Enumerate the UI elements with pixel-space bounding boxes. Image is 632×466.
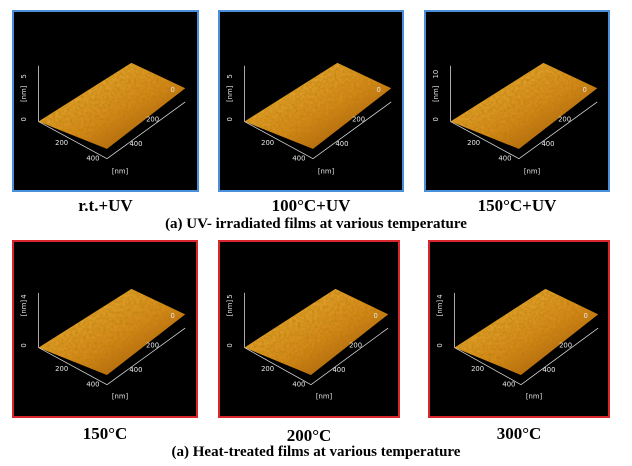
- panel-label-150c: 150°C: [82, 424, 128, 443]
- z-axis-label: [nm]: [226, 85, 234, 102]
- y-tick: 200: [349, 342, 362, 350]
- afm-panel-200c: [nm] 5 0 200 400 0 200 400 [nm]: [218, 240, 400, 418]
- caption-uv-row: (a) UV- irradiated films at various temp…: [165, 216, 467, 232]
- x-tick: 400: [292, 381, 305, 389]
- afm-panel-rt-uv: [nm] 5 0 200 400 0 200 400 [nm]: [12, 10, 199, 192]
- y-tick: 400: [129, 366, 142, 374]
- afm-surface-plot: [nm] 5 0 200 400 0 200 400 [nm]: [226, 62, 392, 175]
- afm-surface-texture: [450, 62, 598, 149]
- caption-heat-row: (a) Heat-treated films at various temper…: [171, 444, 461, 460]
- x-tick: 200: [261, 365, 274, 373]
- xy-unit-label: [nm]: [112, 167, 129, 175]
- z-tick: 4: [20, 294, 28, 298]
- afm-panel-150c-uv: [nm] 10 0 200 400 0 200 400 [nm]: [424, 10, 610, 192]
- y-tick: 200: [559, 342, 572, 350]
- afm-surface-plot: [nm] 4 0 200 400 0 200 400 [nm]: [436, 288, 599, 400]
- x-tick: 400: [292, 155, 305, 163]
- z-zero: 0: [226, 117, 234, 121]
- x-tick: 400: [86, 155, 99, 163]
- x-tick: 200: [471, 365, 484, 373]
- y-tick: 0: [584, 312, 588, 320]
- z-zero: 0: [436, 343, 444, 347]
- y-tick: 200: [558, 116, 571, 124]
- z-zero: 0: [20, 343, 28, 347]
- z-zero: 0: [20, 117, 28, 121]
- y-tick: 0: [170, 312, 174, 320]
- x-tick: 200: [261, 139, 274, 147]
- afm-panel-100c-uv: [nm] 5 0 200 400 0 200 400 [nm]: [218, 10, 404, 192]
- y-tick: 0: [171, 86, 175, 94]
- z-axis-label: [nm]: [436, 300, 444, 317]
- afm-surface-texture: [244, 62, 392, 149]
- afm-surface-texture: [454, 288, 599, 375]
- y-tick: 0: [377, 86, 381, 94]
- y-tick: 200: [146, 342, 159, 350]
- xy-unit-label: [nm]: [524, 167, 541, 175]
- z-axis-label: [nm]: [20, 300, 28, 317]
- x-tick: 200: [467, 139, 480, 147]
- y-tick: 200: [146, 116, 159, 124]
- z-tick: 4: [436, 294, 444, 298]
- xy-unit-label: [nm]: [316, 392, 333, 400]
- x-tick: 200: [55, 139, 68, 147]
- z-zero: 0: [226, 343, 234, 347]
- afm-panel-300c: [nm] 4 0 200 400 0 200 400 [nm]: [428, 240, 610, 418]
- y-tick: 400: [332, 366, 345, 374]
- afm-surface-plot: [nm] 10 0 200 400 0 200 400 [nm]: [432, 62, 598, 175]
- afm-surface-texture: [38, 288, 186, 375]
- y-tick: 200: [352, 116, 365, 124]
- panel-label-200c: 200°C: [286, 426, 332, 445]
- x-tick: 400: [502, 381, 515, 389]
- panel-label-150c-uv: 150°C+UV: [477, 196, 557, 215]
- afm-surface-texture: [38, 62, 186, 149]
- y-tick: 400: [129, 140, 142, 148]
- afm-surface-plot: [nm] 5 0 200 400 0 200 400 [nm]: [226, 288, 389, 400]
- y-tick: 400: [335, 140, 348, 148]
- afm-surface-texture: [244, 288, 389, 375]
- xy-unit-label: [nm]: [526, 392, 543, 400]
- z-tick: 5: [20, 74, 28, 78]
- x-tick: 200: [55, 365, 68, 373]
- panel-label-300c: 300°C: [496, 424, 542, 443]
- z-zero: 0: [432, 117, 440, 121]
- panel-label-rt-uv: r.t.+UV: [78, 196, 133, 215]
- x-tick: 400: [498, 155, 511, 163]
- y-tick: 0: [583, 86, 587, 94]
- z-tick: 10: [432, 70, 440, 79]
- y-tick: 400: [542, 366, 555, 374]
- z-axis-label: [nm]: [20, 85, 28, 102]
- z-tick: 5: [226, 74, 234, 78]
- z-axis-label: [nm]: [226, 300, 234, 317]
- x-tick: 400: [86, 381, 99, 389]
- afm-surface-plot: [nm] 5 0 200 400 0 200 400 [nm]: [20, 62, 186, 175]
- y-tick: 0: [374, 312, 378, 320]
- z-axis-label: [nm]: [432, 85, 440, 102]
- z-tick: 5: [226, 294, 234, 298]
- afm-panel-150c: [nm] 4 0 200 400 0 200 400 [nm]: [12, 240, 198, 418]
- panel-label-100c-uv: 100°C+UV: [271, 196, 351, 215]
- afm-surface-plot: [nm] 4 0 200 400 0 200 400 [nm]: [20, 288, 186, 400]
- xy-unit-label: [nm]: [112, 392, 129, 400]
- y-tick: 400: [541, 140, 554, 148]
- xy-unit-label: [nm]: [318, 167, 335, 175]
